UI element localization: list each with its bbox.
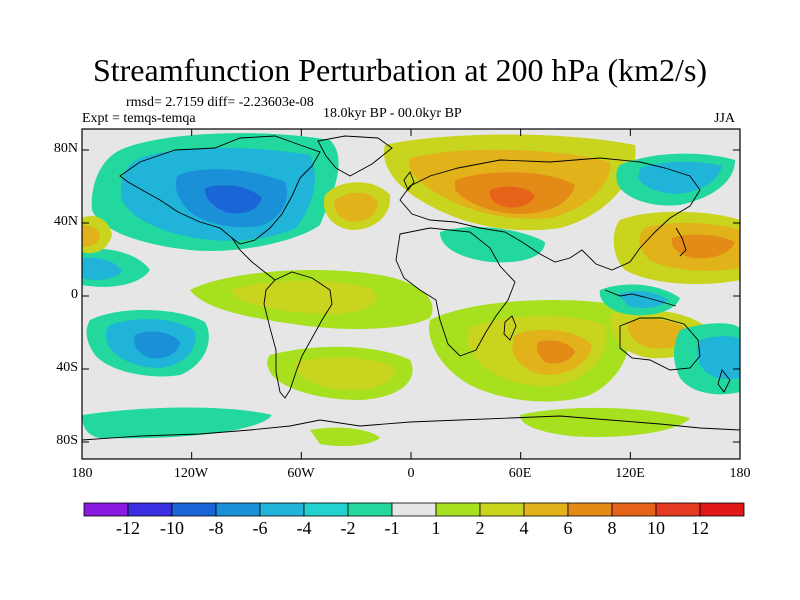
colorbar-label: 12 xyxy=(691,518,709,538)
contour-neg-se-pacific-core xyxy=(697,336,740,380)
colorbar-swatch xyxy=(391,502,437,517)
colorbar-label: -2 xyxy=(340,518,356,538)
period-label: 18.0kyr BP - 00.0kyr BP xyxy=(323,106,462,121)
colorbar-label: 1 xyxy=(431,518,441,538)
lon-label-120w: 120W xyxy=(173,466,209,481)
coastline-africa xyxy=(395,227,516,357)
experiment-label: Expt = temqs-temqa xyxy=(82,111,196,126)
colorbar-swatch xyxy=(127,502,173,517)
lon-label-120e: 120E xyxy=(615,466,645,481)
lon-label-60e: 60E xyxy=(508,466,532,481)
colorbar-label: -8 xyxy=(208,518,224,538)
contour-neg-west-edge-core xyxy=(82,257,122,280)
colorbar-label: -1 xyxy=(384,518,400,538)
colorbar-label: -12 xyxy=(116,518,140,538)
coastline-indonesia xyxy=(604,289,677,307)
colorbar-label: 10 xyxy=(647,518,665,538)
lat-label-80s: 80S xyxy=(56,433,78,448)
colorbar-swatch xyxy=(171,502,217,517)
contour-pos-atlantic-core xyxy=(334,192,378,222)
contour-neg-antarctic xyxy=(82,407,272,439)
colorbar-swatch xyxy=(523,502,569,517)
colorbar-swatch xyxy=(611,502,657,517)
coastline-central-america xyxy=(231,237,276,281)
colorbar-label: 6 xyxy=(563,518,573,538)
colorbar-label: 2 xyxy=(475,518,485,538)
colorbar-label: -10 xyxy=(160,518,184,538)
colorbar-swatch xyxy=(479,502,525,517)
colorbar-label: -4 xyxy=(296,518,312,538)
contour-neg-indonesia-core xyxy=(618,291,668,308)
coastline-greenland xyxy=(317,135,393,177)
colorbar-swatch xyxy=(215,502,261,517)
colorbar-swatch xyxy=(567,502,613,517)
colorbar-swatch xyxy=(655,502,701,517)
contour-neg-north-america-center xyxy=(204,185,262,214)
colorbar-swatch xyxy=(259,502,305,517)
contour-pos-north-pacific-core xyxy=(671,234,735,259)
coastline-north-america xyxy=(119,135,321,245)
lon-label-180w: 180 xyxy=(71,466,93,481)
contour-neg-nw-pacific-core xyxy=(638,161,722,194)
colorbar-label: -6 xyxy=(252,518,268,538)
lat-label-80n: 80N xyxy=(53,141,78,156)
coastline-south-america xyxy=(263,271,333,399)
lon-label-60w: 60W xyxy=(287,466,315,481)
colorbar-swatch xyxy=(347,502,393,517)
colorbar-swatch xyxy=(83,502,129,517)
contour-pos-indian-ocean-center xyxy=(536,340,575,364)
lon-label-180e: 180 xyxy=(729,466,751,481)
colorbar xyxy=(83,502,745,517)
coastline-madagascar xyxy=(503,315,517,341)
contour-pos-antarctic-east xyxy=(520,407,690,438)
stats-label: rmsd= 2.7159 diff= -2.23603e-08 xyxy=(126,95,314,110)
colorbar-label: 4 xyxy=(519,518,529,538)
colorbar-swatch xyxy=(699,502,745,517)
coastline-eurasia xyxy=(399,157,701,271)
contour-pos-eurasia-center xyxy=(489,186,535,208)
lat-label-40n: 40N xyxy=(53,214,78,229)
colorbar-swatch xyxy=(435,502,481,517)
lon-label-0: 0 xyxy=(407,466,415,481)
coastline-japan xyxy=(675,227,687,257)
lat-label-eq: 0 xyxy=(71,287,78,302)
contour-pos-west-edge-core xyxy=(82,225,100,247)
colorbar-label: 8 xyxy=(607,518,617,538)
contour-pos-antarctic-west xyxy=(310,427,380,446)
coastlines xyxy=(82,135,740,441)
contour-neg-mediterranean xyxy=(440,227,545,263)
coastline-new-zealand xyxy=(717,369,731,393)
coastline-australia xyxy=(619,317,701,371)
axis-ticks xyxy=(81,129,741,459)
season-label: JJA xyxy=(714,111,736,126)
coastline-antarctica xyxy=(82,415,740,441)
plot-title: Streamfunction Perturbation at 200 hPa (… xyxy=(92,52,708,88)
lat-label-40s: 40S xyxy=(56,360,78,375)
coastline-uk xyxy=(403,171,415,191)
contour-field xyxy=(82,129,740,459)
contour-neg-south-pacific-core xyxy=(134,331,180,359)
colorbar-swatch xyxy=(303,502,349,517)
contour-pos-south-atlantic-core xyxy=(295,357,395,390)
